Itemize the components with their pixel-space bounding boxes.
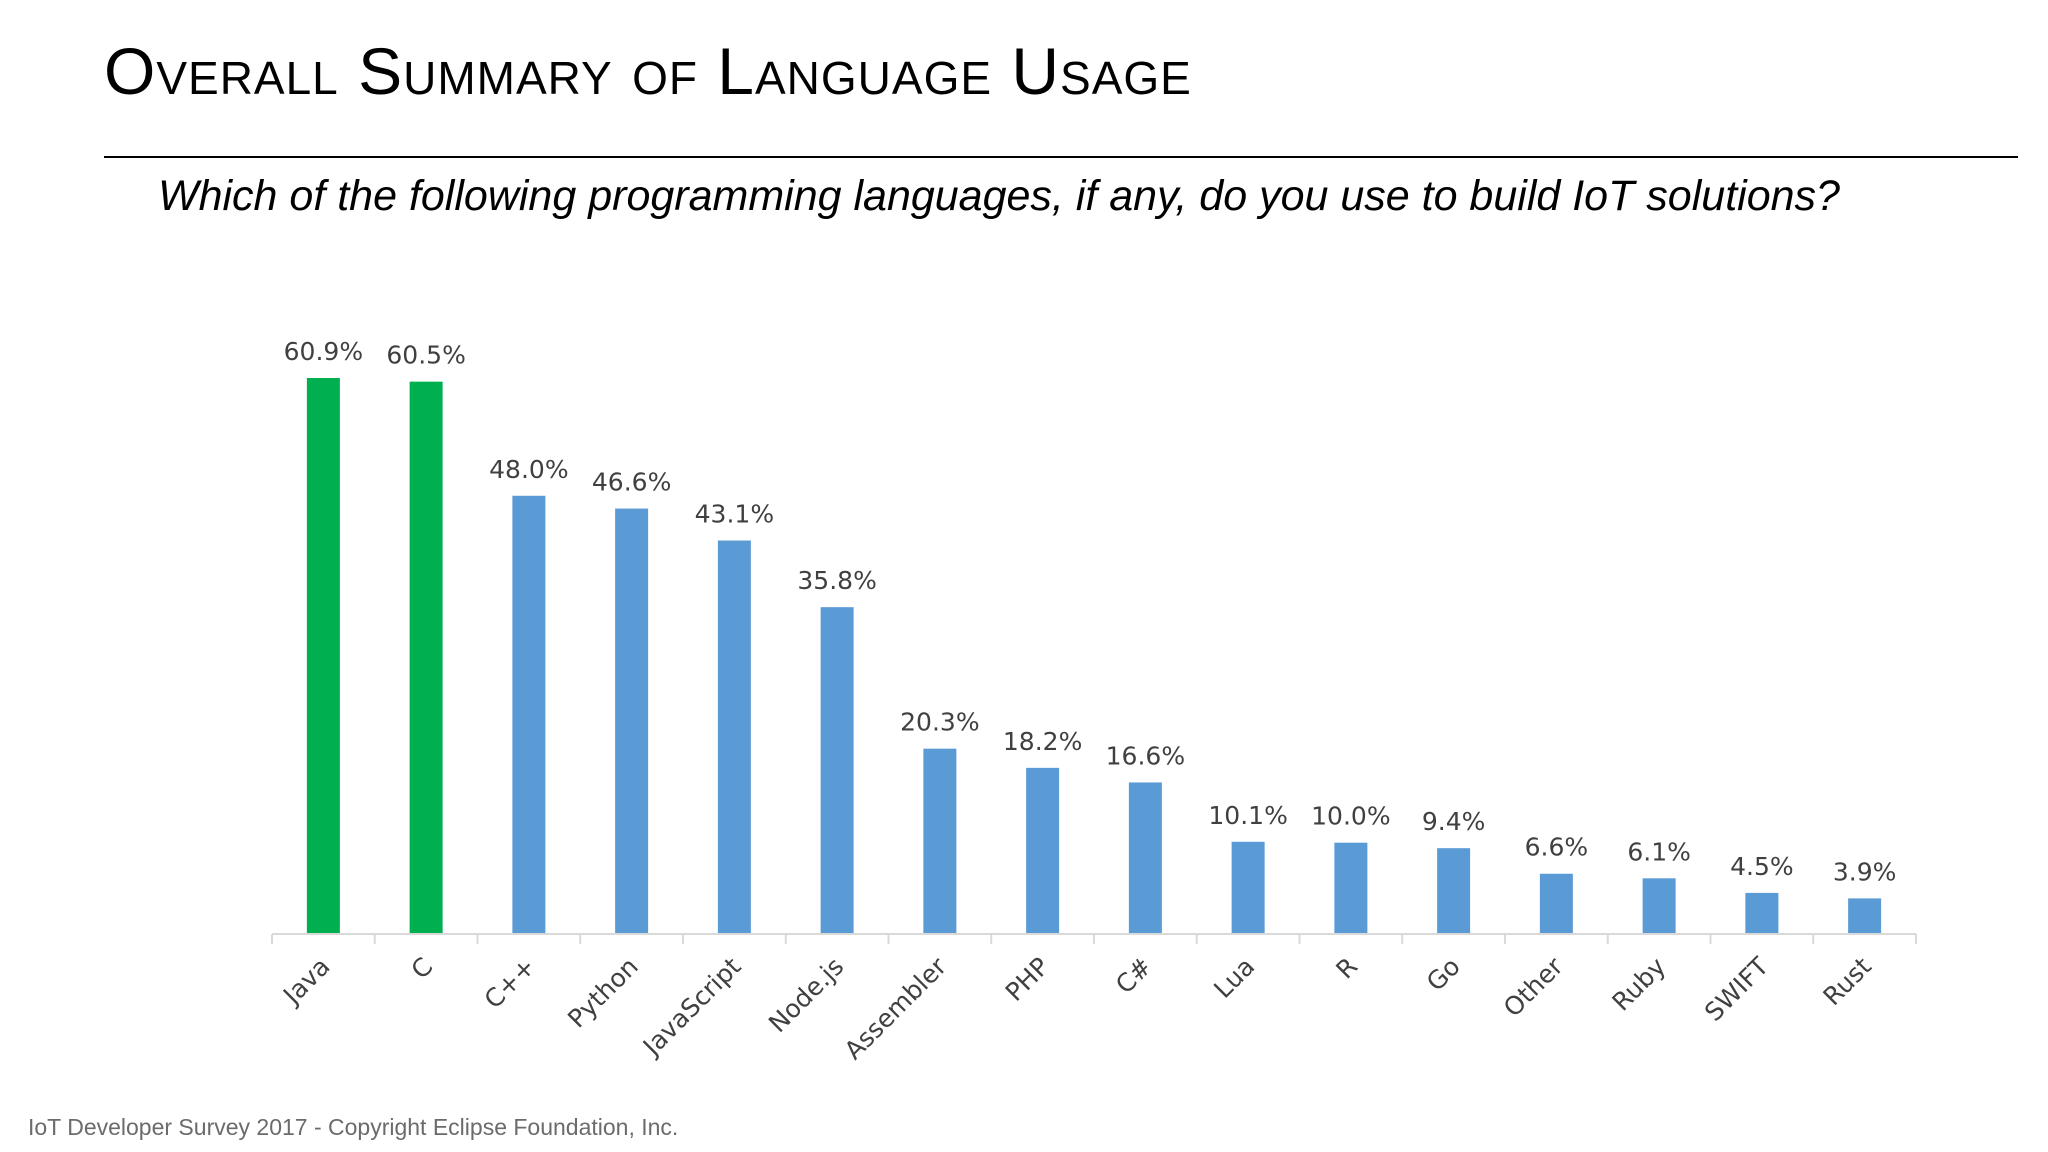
title-divider: [104, 156, 2018, 158]
bar-java: [306, 378, 340, 934]
bar-value-label: 35.8%: [797, 566, 876, 595]
bar-ruby: [1642, 878, 1676, 934]
bar-value-label: 20.3%: [900, 708, 979, 737]
category-label: Java: [276, 952, 335, 1011]
bar-value-label: 60.5%: [386, 341, 465, 370]
bar-javascript: [717, 540, 751, 934]
bars-group: [306, 378, 1882, 935]
category-label: Other: [1498, 951, 1569, 1022]
bar-value-label: 48.0%: [489, 455, 568, 484]
bar-value-label: 43.1%: [695, 500, 774, 529]
survey-question: Which of the following programming langu…: [158, 172, 1840, 220]
bar-python: [615, 508, 649, 934]
category-label: Ruby: [1606, 952, 1671, 1017]
category-label: PHP: [1000, 952, 1055, 1007]
category-label: Lua: [1208, 952, 1260, 1004]
category-label: C#: [1110, 952, 1158, 1000]
bar-value-label: 10.0%: [1311, 802, 1390, 831]
x-axis: [271, 933, 1917, 944]
slide-title: Overall Summary of Language Usage: [104, 34, 1192, 108]
category-label: Go: [1421, 952, 1466, 997]
bar-value-label: 6.1%: [1627, 837, 1691, 866]
category-label: Node.js: [763, 952, 849, 1038]
bar-chart: 60.9% 60.5% 48.0% 46.6% 43.1% 35.8% 20.3% 18.2%…: [271, 337, 1917, 1065]
bar-value-label: 9.4%: [1422, 807, 1486, 836]
category-label: JavaScript: [636, 952, 747, 1063]
category-label: Python: [562, 952, 644, 1034]
footer-copyright: IoT Developer Survey 2017 - Copyright Ec…: [28, 1114, 679, 1140]
bar-value-label: 16.6%: [1106, 741, 1185, 770]
bar-assembler: [923, 748, 957, 934]
category-label: Assembler: [839, 951, 953, 1065]
bar-value-label: 18.2%: [1003, 727, 1082, 756]
category-label: Rust: [1818, 952, 1877, 1011]
bar-rust: [1848, 898, 1882, 934]
bar-c: [409, 381, 443, 935]
bar-value-label: 60.9%: [284, 337, 363, 366]
value-labels-group: 60.9% 60.5% 48.0% 46.6% 43.1% 35.8% 20.3% 18.2%…: [284, 337, 1897, 886]
bar-c-: [1128, 782, 1162, 934]
bar-value-label: 4.5%: [1730, 852, 1794, 881]
bar-value-label: 10.1%: [1208, 801, 1287, 830]
bar-c-: [512, 495, 546, 934]
category-label: C: [406, 952, 439, 985]
category-label: C++: [479, 952, 541, 1014]
bar-swift: [1745, 892, 1779, 934]
bar-node-js: [820, 607, 854, 934]
bar-lua: [1231, 841, 1265, 934]
bar-value-label: 6.6%: [1525, 833, 1589, 862]
bar-value-label: 3.9%: [1833, 857, 1897, 886]
bar-r: [1334, 842, 1368, 934]
bar-value-label: 46.6%: [592, 468, 671, 497]
bar-go: [1437, 848, 1471, 934]
category-label: R: [1330, 952, 1363, 985]
bar-other: [1539, 873, 1573, 934]
bar-php: [1026, 767, 1060, 934]
category-label: SWIFT: [1699, 951, 1775, 1027]
